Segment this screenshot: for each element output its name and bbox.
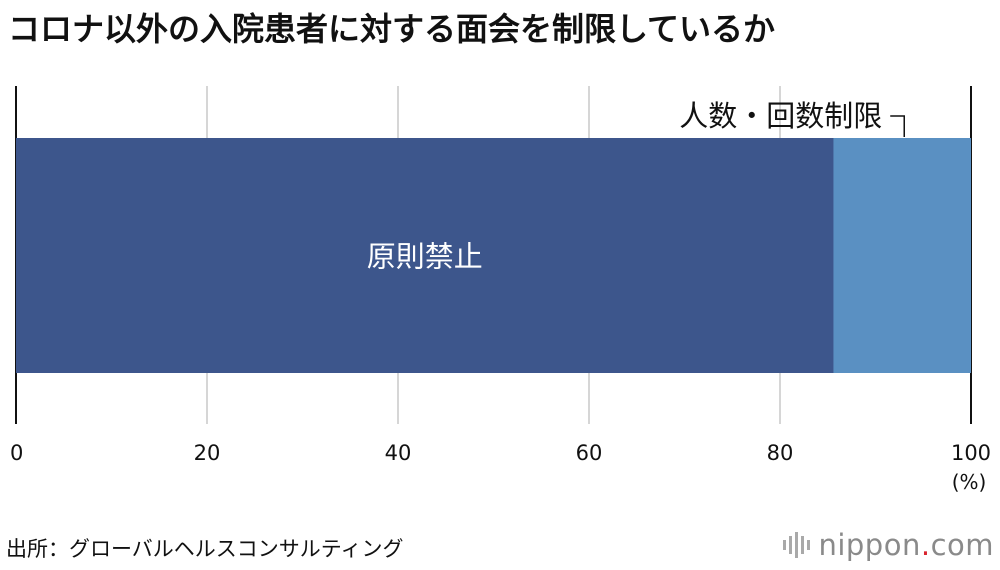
tick-label-0: 0 bbox=[10, 441, 23, 465]
tick-label-100: 100 bbox=[951, 441, 991, 465]
tick-label-60: 60 bbox=[576, 441, 603, 465]
logo-dot: . bbox=[920, 528, 931, 562]
tick-label-40: 40 bbox=[385, 441, 412, 465]
bar-segments bbox=[16, 138, 971, 373]
tick-label-80: 80 bbox=[767, 441, 794, 465]
logo-tld: com bbox=[930, 528, 994, 562]
callout-leader-line bbox=[890, 115, 905, 137]
bar-segment-2 bbox=[833, 138, 971, 373]
nippon-logo: nippon.com bbox=[783, 528, 994, 562]
logo-name: nippon bbox=[818, 528, 921, 562]
logo-bars-icon bbox=[783, 532, 811, 558]
segment-label-1: 原則禁止 bbox=[367, 240, 483, 274]
unit-label: (%) bbox=[952, 470, 987, 494]
tick-label-20: 20 bbox=[194, 441, 221, 465]
segment-labels: 原則禁止 人数・回数制限 bbox=[367, 99, 905, 274]
logo-wordmark: nippon.com bbox=[818, 528, 994, 562]
stacked-bar-chart: 0 20 40 60 80 100 (%) 原則禁止 人数・回数制限 bbox=[10, 86, 991, 494]
bar-segment-1 bbox=[16, 138, 834, 373]
source-note: 出所：グローバルヘルスコンサルティング bbox=[6, 537, 404, 561]
chart-title: コロナ以外の入院患者に対する面会を制限しているか bbox=[8, 10, 776, 48]
x-axis: 0 20 40 60 80 100 (%) bbox=[10, 441, 991, 494]
segment-label-2: 人数・回数制限 bbox=[679, 99, 882, 133]
